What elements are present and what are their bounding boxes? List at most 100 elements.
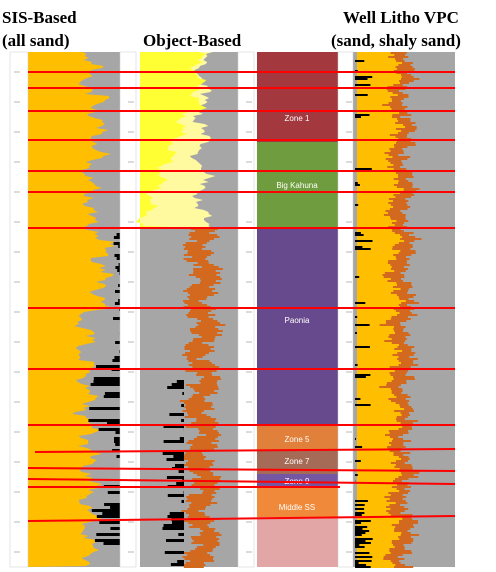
well-sand-mark (357, 328, 399, 330)
object-channel-mark (189, 294, 214, 296)
well-shaly-sand-mark (400, 534, 420, 536)
well-shaly-sand-mark (388, 202, 407, 204)
well-sand-mark (357, 354, 403, 356)
object-channel-mark (201, 320, 218, 322)
well-sand-mark (357, 472, 411, 474)
well-shaly-sand-mark (393, 452, 411, 454)
well-sand-mark (357, 478, 402, 480)
object-title: Object-Based (143, 31, 242, 50)
object-channel-mark (194, 482, 218, 484)
sis-shaly-mark (91, 509, 120, 512)
object-shaly-mark (177, 560, 184, 563)
sis-shaly-mark (114, 254, 120, 257)
object-channel-mark (193, 264, 214, 266)
well-sand-mark (357, 360, 406, 362)
object-channel-mark (188, 414, 207, 416)
sis-shaly-mark (117, 269, 120, 272)
well-shaly-sand-mark (389, 548, 405, 550)
well-sand-mark (357, 194, 404, 196)
well-shaly-sand-mark (395, 196, 411, 198)
well-shale-mark (355, 240, 373, 242)
well-sand-mark (357, 528, 403, 530)
well-shaly-sand-mark (394, 348, 412, 350)
well-shale-mark (355, 526, 368, 528)
object-channel-mark (190, 330, 223, 332)
well-sand-mark (357, 152, 395, 154)
well-sand-mark (357, 100, 397, 102)
well-sand-mark (357, 252, 408, 254)
well-sand-mark (357, 534, 410, 536)
sis-shaly-mark (115, 341, 120, 344)
well-shale-mark (355, 234, 364, 236)
well-sand-mark (357, 314, 408, 316)
well-shale-mark (355, 500, 368, 502)
well-shaly-sand-mark (393, 206, 411, 208)
well-litho-track (337, 51, 455, 568)
well-sand-mark (357, 402, 402, 404)
well-shale-mark (355, 76, 373, 78)
well-sand-mark (357, 386, 389, 388)
well-sand-mark (357, 464, 404, 466)
zone-label-zone-7: Zone 7 (285, 457, 310, 466)
well-sand-mark (357, 284, 405, 286)
well-sand-mark (357, 260, 398, 262)
well-sand-mark (357, 92, 398, 94)
sis-shaly-mark (118, 299, 120, 302)
well-shale-mark (355, 84, 371, 86)
well-sand-mark (357, 512, 395, 514)
well-sand-mark (357, 54, 400, 56)
well-shaly-sand-mark (402, 518, 413, 520)
well-shaly-sand-mark (398, 252, 416, 254)
well-shale-mark (355, 446, 363, 448)
well-shaly-sand-mark (379, 386, 399, 388)
object-shaly-mark (181, 500, 184, 503)
object-shaly-mark (167, 494, 184, 497)
well-shaly-sand-mark (399, 404, 409, 406)
well-sand-mark (357, 344, 404, 346)
object-channel-mark (188, 274, 217, 276)
well-sand-mark (357, 560, 395, 562)
well-shaly-sand-mark (405, 300, 415, 302)
object-shaly-mark (163, 524, 184, 527)
well-sand-mark (357, 254, 403, 256)
well-sand-mark (357, 408, 409, 410)
well-shale-mark (355, 532, 366, 534)
sis-title-line2: (all sand) (2, 31, 70, 50)
well-shaly-sand-mark (384, 272, 401, 274)
well-sand-mark (357, 426, 407, 428)
well-sand-mark (357, 510, 396, 512)
object-channel-mark (182, 556, 214, 558)
sis-shaly-mark (90, 383, 120, 386)
well-sand-mark (357, 144, 405, 146)
well-sand-mark (357, 304, 403, 306)
object-channel-mark (200, 488, 220, 490)
well-sand-mark (357, 222, 399, 224)
object-channel-mark (187, 292, 219, 294)
well-shaly-sand-mark (398, 64, 411, 66)
object-channel-mark (186, 496, 215, 498)
sis-shaly-mark (118, 245, 120, 248)
object-channel-mark (187, 356, 203, 358)
well-shaly-sand-mark (382, 104, 402, 106)
well-sand-mark (357, 422, 407, 424)
well-sand-mark (357, 224, 399, 226)
well-shale-mark (355, 364, 358, 366)
object-channel-mark (198, 334, 222, 336)
well-shaly-sand-mark (401, 76, 414, 78)
well-shale-mark (355, 508, 365, 510)
well-sand-mark (357, 468, 407, 470)
object-channel-mark (201, 336, 216, 338)
well-sand-mark (357, 98, 398, 100)
well-title-line2: (sand, shaly sand) (331, 31, 461, 50)
object-channel-mark (193, 388, 219, 390)
object-channel-mark (189, 328, 219, 330)
well-sand-mark (357, 502, 402, 504)
well-sand-mark (357, 76, 408, 78)
object-channel-mark (184, 406, 211, 408)
object-channel-mark (200, 382, 217, 384)
object-channel-mark (182, 410, 204, 412)
object-channel-mark (190, 536, 217, 538)
well-shaly-sand-mark (392, 286, 413, 288)
well-depth-gutter (337, 51, 354, 568)
sis-shaly-mark (115, 290, 120, 293)
